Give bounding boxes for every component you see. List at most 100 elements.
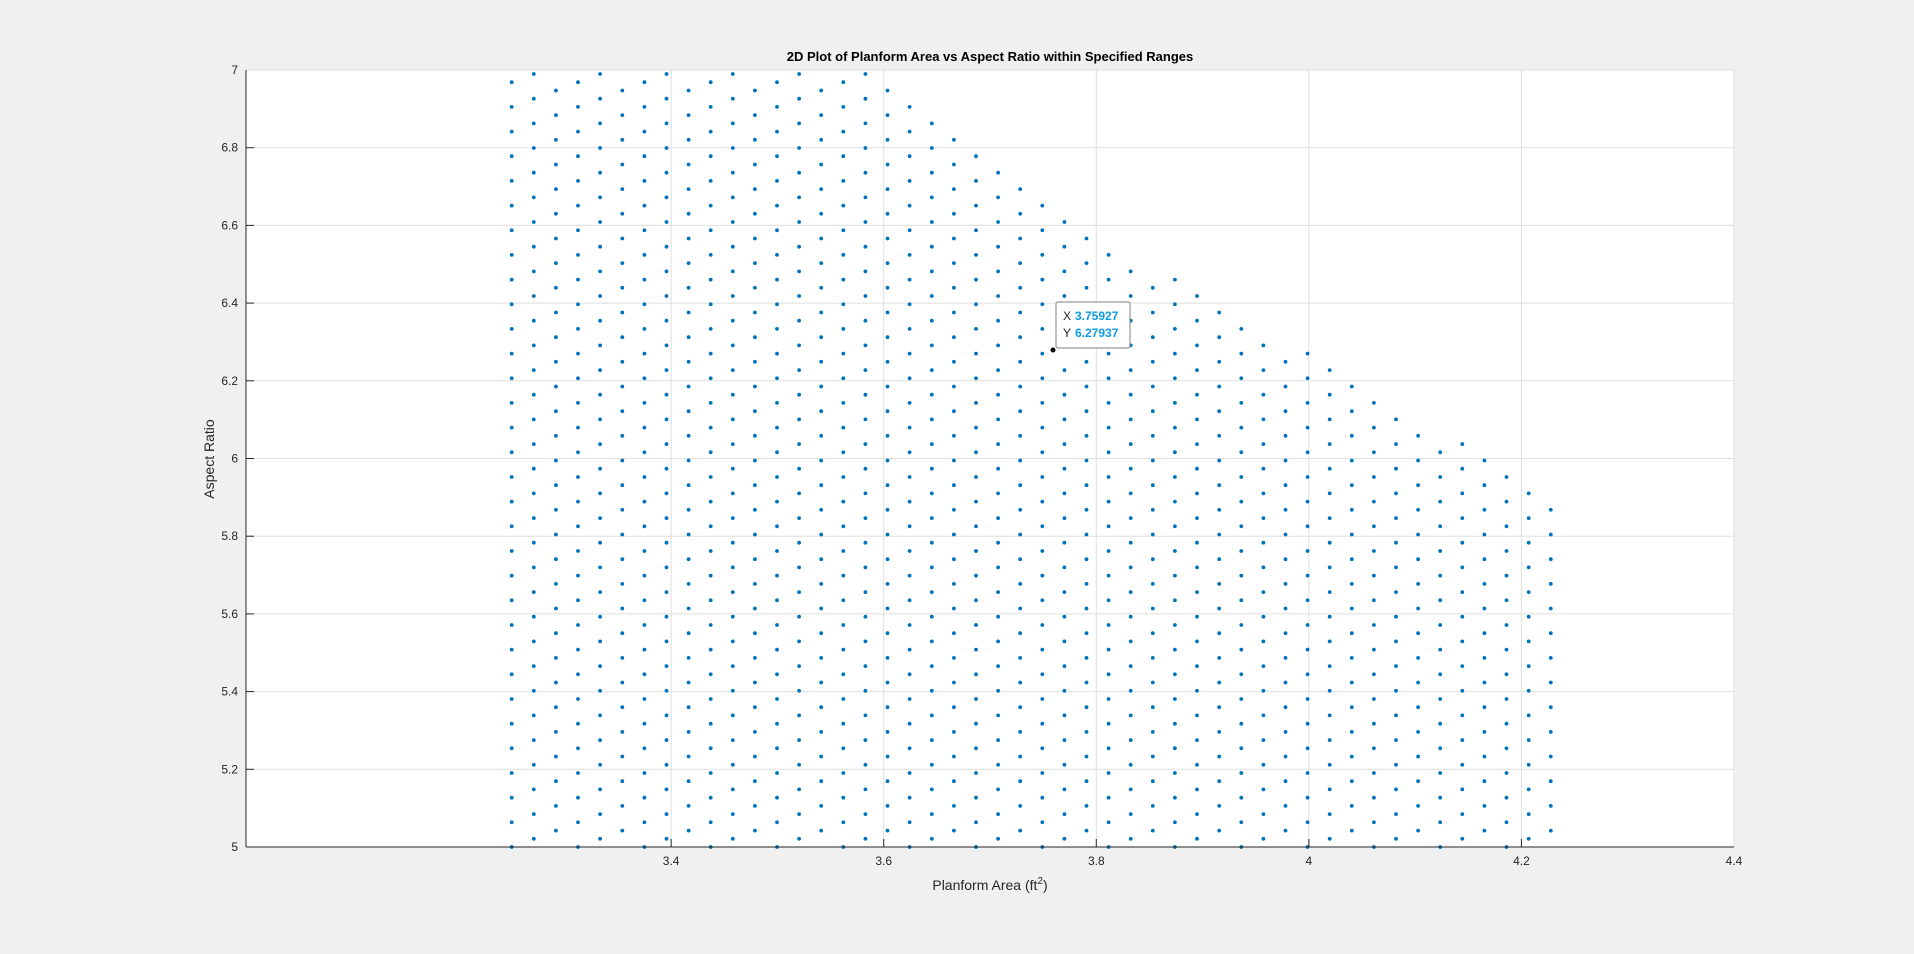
data-point	[863, 516, 868, 520]
data-point	[797, 442, 801, 446]
data-point	[1217, 828, 1222, 833]
data-point	[554, 285, 558, 290]
data-point	[598, 121, 602, 126]
data-point	[974, 302, 978, 307]
data-point	[730, 787, 735, 792]
data-point	[642, 129, 647, 134]
data-point	[1394, 688, 1398, 693]
data-point	[598, 565, 602, 570]
data-point	[730, 121, 735, 126]
data-point	[1482, 705, 1487, 710]
data-point	[730, 466, 735, 471]
data-point	[1062, 442, 1067, 446]
data-point	[841, 302, 846, 307]
data-point	[1504, 771, 1509, 775]
data-point	[509, 450, 514, 455]
data-point	[620, 310, 625, 315]
data-point	[907, 623, 912, 627]
data-point	[974, 524, 978, 529]
data-point	[863, 836, 868, 841]
data-point	[642, 154, 647, 159]
data-point	[1173, 697, 1177, 701]
data-point	[1482, 730, 1487, 734]
data-point	[1173, 598, 1177, 603]
data-point	[1195, 516, 1199, 520]
data-point	[598, 639, 602, 644]
data-point	[686, 730, 691, 734]
data-point	[1084, 483, 1089, 488]
data-point	[1150, 680, 1155, 685]
data-point	[1482, 754, 1487, 759]
data-point	[753, 507, 757, 512]
data-point	[1173, 746, 1177, 751]
data-point	[819, 162, 824, 167]
data-point	[1526, 639, 1531, 644]
data-point	[952, 359, 956, 364]
data-point	[664, 269, 669, 274]
y-tick-label: 5.6	[221, 607, 238, 621]
data-point	[863, 244, 868, 249]
data-point	[1460, 590, 1465, 594]
data-point	[1106, 277, 1111, 282]
data-point	[1128, 565, 1133, 570]
data-point	[708, 647, 713, 652]
data-point	[664, 244, 669, 249]
data-point	[598, 664, 602, 668]
data-point	[841, 697, 846, 701]
data-point	[1084, 606, 1089, 611]
data-point	[531, 146, 536, 150]
data-point	[1283, 680, 1288, 685]
data-point	[1239, 450, 1244, 455]
data-point	[554, 236, 558, 241]
data-point	[1018, 335, 1023, 340]
data-point	[996, 491, 1000, 496]
data-point	[929, 121, 934, 126]
data-point	[775, 697, 779, 701]
data-point	[708, 697, 713, 701]
data-point	[863, 466, 868, 471]
data-point	[1460, 491, 1465, 496]
data-point	[708, 351, 713, 356]
data-point	[819, 557, 824, 562]
data-point	[929, 294, 934, 298]
data-point	[576, 253, 580, 257]
data-point	[642, 647, 647, 652]
data-point	[1372, 499, 1376, 504]
data-point	[1526, 738, 1531, 742]
data-point	[797, 787, 801, 792]
data-point	[1305, 623, 1310, 627]
data-point	[753, 483, 757, 488]
data-point	[775, 623, 779, 627]
data-point	[730, 442, 735, 446]
data-point	[1460, 787, 1465, 792]
data-tip-x-value: 3.75927	[1075, 309, 1119, 323]
data-point	[1018, 705, 1023, 710]
data-point	[1106, 475, 1111, 479]
data-point	[841, 524, 846, 529]
data-point	[797, 269, 801, 274]
data-point	[907, 327, 912, 331]
data-point	[1195, 442, 1199, 446]
data-point	[664, 72, 669, 76]
data-point	[753, 754, 757, 759]
data-point	[1084, 754, 1089, 759]
data-point	[863, 170, 868, 175]
data-point	[1283, 507, 1288, 512]
data-point	[598, 195, 602, 200]
data-point	[576, 573, 580, 578]
data-point	[1394, 713, 1398, 718]
data-point	[863, 269, 868, 274]
data-point	[1217, 754, 1222, 759]
data-point	[708, 746, 713, 751]
data-point	[1349, 730, 1354, 734]
data-point	[686, 705, 691, 710]
data-point	[1416, 507, 1420, 512]
data-point	[753, 187, 757, 192]
data-point	[1504, 524, 1509, 529]
data-point	[1040, 771, 1045, 775]
data-point	[863, 787, 868, 792]
data-point	[1482, 631, 1487, 636]
data-tip[interactable]: X 3.75927 Y 6.27937	[1050, 301, 1131, 353]
data-point	[730, 664, 735, 668]
